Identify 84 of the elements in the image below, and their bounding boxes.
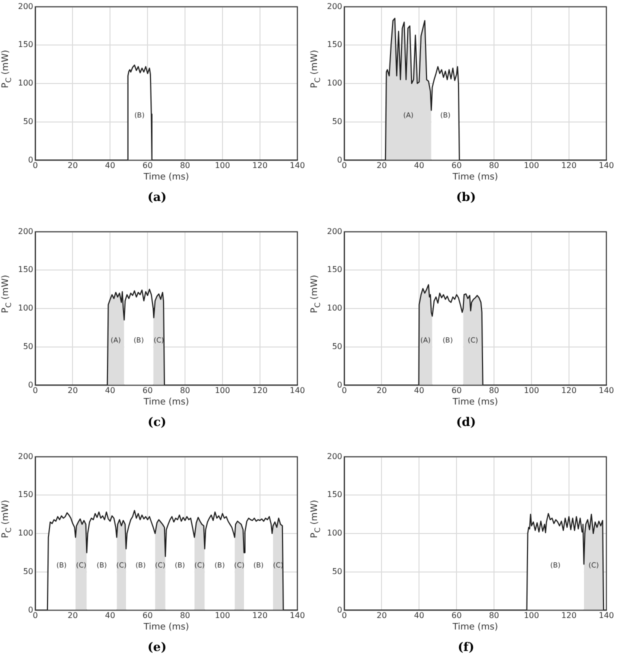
y-tick-label: 150 (18, 490, 34, 500)
y-tick-label: 100 (326, 304, 342, 313)
x-tick-label: 120 (252, 611, 268, 620)
x-tick-label: 60 (452, 386, 462, 396)
y-tick-label: 50 (332, 342, 342, 351)
text: (d) (456, 414, 476, 429)
y-tick-label: 100 (18, 528, 34, 538)
x-tick-label: 60 (452, 611, 462, 620)
x-tick-label: 40 (414, 161, 424, 170)
x-tick-label: 80 (488, 161, 500, 170)
x-tick-label: 80 (488, 611, 500, 620)
x-axis-title: Time (ms) (142, 172, 190, 183)
x-tick-label: 120 (252, 386, 268, 396)
x-tick-label: 140 (598, 611, 614, 620)
y-tick-label: 0 (337, 155, 342, 164)
y-tick-label: 100 (326, 528, 342, 538)
x-tick-label: 120 (561, 611, 577, 620)
x-tick-label: 100 (524, 386, 540, 396)
x-axis-title: Time (ms) (142, 398, 190, 408)
y-tick-label: 0 (337, 380, 342, 390)
y-tick-label: 150 (18, 40, 34, 50)
x-tick-label: 140 (290, 611, 306, 620)
x-tick-label: 60 (142, 386, 153, 396)
x-tick-label: 80 (180, 386, 190, 396)
y-tick-label: 200 (18, 452, 34, 461)
y-tick-label: 100 (326, 78, 342, 88)
x-tick-label: 80 (180, 161, 190, 170)
y-tick-label: 0 (337, 605, 342, 614)
y-tick-label: 150 (18, 265, 34, 274)
x-tick-label: 80 (488, 386, 500, 396)
y-tick-label: 50 (332, 116, 342, 126)
y-tick-label: 100 (18, 78, 34, 88)
y-tick-label: 0 (28, 155, 34, 164)
text: (a) (147, 190, 167, 204)
x-tick-label: 20 (376, 161, 387, 170)
x-tick-label: 120 (561, 386, 577, 396)
x-tick-label: 120 (561, 161, 577, 170)
x-tick-label: 20 (68, 611, 78, 620)
x-tick-label: 140 (290, 386, 306, 396)
x-tick-label: 40 (414, 611, 424, 620)
x-axis-title: Time (ms) (452, 398, 498, 408)
y-tick-label: 200 (18, 2, 34, 11)
y-tick-label: 150 (326, 490, 342, 500)
y-tick-label: 150 (326, 265, 342, 274)
y-tick-label: 0 (28, 380, 34, 390)
x-tick-label: 140 (290, 161, 306, 170)
x-tick-label: 20 (68, 386, 78, 396)
y-tick-label: 200 (18, 226, 34, 236)
x-tick-label: 40 (414, 386, 424, 396)
text: (f) (458, 640, 474, 654)
x-tick-label: 100 (214, 386, 230, 396)
y-tick-label: 0 (28, 605, 34, 614)
x-tick-label: 120 (252, 161, 268, 170)
x-axis-title: Time (ms) (452, 622, 498, 633)
x-tick-label: 140 (598, 386, 614, 396)
y-tick-label: 200 (326, 2, 342, 11)
text: (b) (456, 190, 476, 204)
y-tick-label: 200 (326, 452, 342, 461)
x-tick-label: 20 (376, 386, 387, 396)
x-tick-label: 80 (180, 611, 190, 620)
x-tick-label: 60 (142, 611, 153, 620)
x-tick-label: 60 (142, 161, 153, 170)
x-axis-title: Time (ms) (142, 622, 190, 633)
x-tick-label: 100 (214, 161, 230, 170)
text: (e) (148, 640, 166, 654)
x-tick-label: 20 (376, 611, 387, 620)
x-tick-label: 20 (68, 161, 78, 170)
x-tick-label: 40 (105, 386, 116, 396)
y-tick-label: 50 (332, 566, 342, 576)
x-tick-label: 60 (452, 161, 462, 170)
x-tick-label: 40 (105, 161, 116, 170)
x-tick-label: 140 (598, 161, 614, 170)
x-tick-label: 40 (105, 611, 116, 620)
y-tick-label: 100 (18, 304, 34, 313)
y-tick-label: 200 (326, 226, 342, 236)
text: (c) (148, 414, 166, 429)
x-tick-label: 100 (524, 611, 540, 620)
y-tick-label: 50 (23, 566, 34, 576)
x-tick-label: 100 (524, 161, 540, 170)
y-tick-label: 150 (326, 40, 342, 50)
x-axis-title: Time (ms) (452, 172, 498, 183)
y-tick-label: 50 (23, 116, 34, 126)
y-tick-label: 50 (23, 342, 34, 351)
x-tick-label: 100 (214, 611, 230, 620)
